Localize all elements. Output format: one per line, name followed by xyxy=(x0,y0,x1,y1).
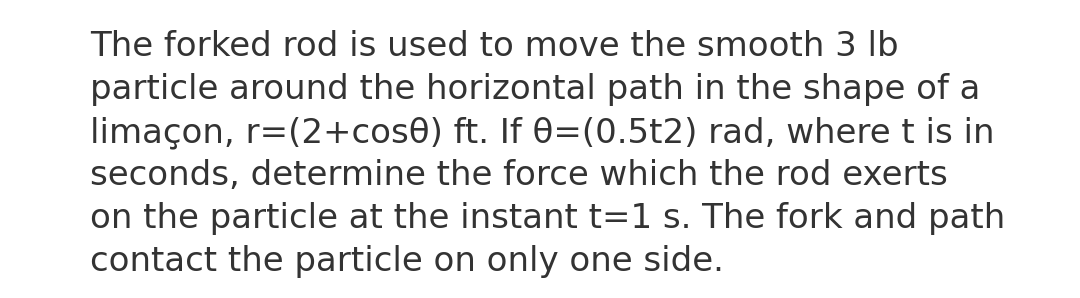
Text: on the particle at the instant t=1 s. The fork and path: on the particle at the instant t=1 s. Th… xyxy=(90,202,1005,235)
Text: particle around the horizontal path in the shape of a: particle around the horizontal path in t… xyxy=(90,73,981,106)
Text: limaçon, r=(2+cosθ) ft. If θ=(0.5t2) rad, where t is in: limaçon, r=(2+cosθ) ft. If θ=(0.5t2) rad… xyxy=(90,116,995,149)
Text: contact the particle on only one side.: contact the particle on only one side. xyxy=(90,245,724,278)
Text: seconds, determine the force which the rod exerts: seconds, determine the force which the r… xyxy=(90,159,948,192)
Text: The forked rod is used to move the smooth 3 lb: The forked rod is used to move the smoot… xyxy=(90,30,899,63)
